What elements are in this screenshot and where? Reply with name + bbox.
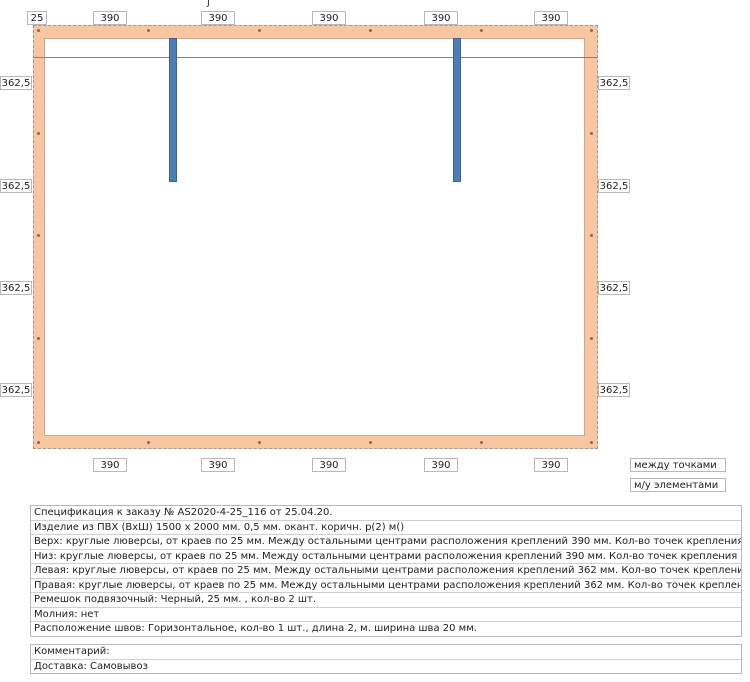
left-dim: 362,5 (0, 281, 32, 295)
top-dim-edge: 25 (27, 11, 47, 25)
tie-strap-right (453, 38, 461, 182)
left-dim: 362,5 (0, 179, 32, 193)
tie-strap-left (169, 38, 177, 182)
left-dim: 362,5 (0, 383, 32, 397)
spec-line-title: Спецификация к заказу № AS2020-4-25_116 … (31, 506, 741, 521)
bottom-dim: 390 (312, 458, 346, 472)
comment-block: Комментарий: Доставка: Самовывоз (30, 644, 742, 674)
spec-line-bottom: Низ: круглые люверсы, от краев по 25 мм.… (31, 550, 741, 564)
top-dim: 390 (93, 11, 127, 25)
legend-between-points: между точками (630, 458, 726, 472)
bottom-dim: 390 (534, 458, 568, 472)
left-dim: 362,5 (0, 76, 32, 90)
spec-line-product: Изделие из ПВХ (ВхШ) 1500 x 2000 мм. 0,5… (31, 521, 741, 535)
grommet-dot (590, 234, 593, 237)
spec-line-strap: Ремешок подвязочный: Черный, 25 мм. , ко… (31, 593, 741, 608)
grommet-dot (369, 29, 372, 32)
top-mark-text: J (207, 0, 210, 8)
grommet-dot (590, 132, 593, 135)
grommet-dot (258, 29, 261, 32)
grommet-dot (37, 132, 40, 135)
spec-line-left: Левая: круглые люверсы, от краев по 25 м… (31, 564, 741, 579)
banner-panel (44, 38, 585, 436)
right-dim: 362,5 (598, 383, 630, 397)
right-dim: 362,5 (598, 281, 630, 295)
horizontal-seam (33, 57, 598, 58)
right-dim: 362,5 (598, 179, 630, 193)
specification-table: Спецификация к заказу № AS2020-4-25_116 … (30, 505, 742, 637)
grommet-dot (37, 337, 40, 340)
grommet-dot (147, 29, 150, 32)
grommet-dot (37, 441, 40, 444)
spec-line-zipper: Молния: нет (31, 608, 741, 622)
grommet-dot (369, 441, 372, 444)
comment-line: Комментарий: (31, 645, 741, 660)
spec-line-seams: Расположение швов: Горизонтальное, кол-в… (34, 623, 477, 634)
right-dim: 362,5 (598, 76, 630, 90)
legend-between-elements: м/у элементами (630, 478, 726, 492)
grommet-dot (480, 441, 483, 444)
bottom-dim: 390 (93, 458, 127, 472)
top-dim: 390 (312, 11, 346, 25)
bottom-dim: 390 (201, 458, 235, 472)
top-dim: 390 (534, 11, 568, 25)
grommet-dot (37, 29, 40, 32)
grommet-dot (590, 337, 593, 340)
grommet-dot (258, 441, 261, 444)
grommet-dot (590, 29, 593, 32)
delivery-line: Доставка: Самовывоз (34, 660, 148, 672)
bottom-dim: 390 (424, 458, 458, 472)
top-dim: 390 (424, 11, 458, 25)
spec-line-top: Верх: круглые люверсы, от краев по 25 мм… (31, 535, 741, 550)
grommet-dot (590, 441, 593, 444)
grommet-dot (147, 441, 150, 444)
spec-line-right: Правая: круглые люверсы, от краев по 25 … (31, 579, 741, 593)
grommet-dot (37, 234, 40, 237)
grommet-dot (480, 29, 483, 32)
top-dim: 390 (201, 11, 235, 25)
